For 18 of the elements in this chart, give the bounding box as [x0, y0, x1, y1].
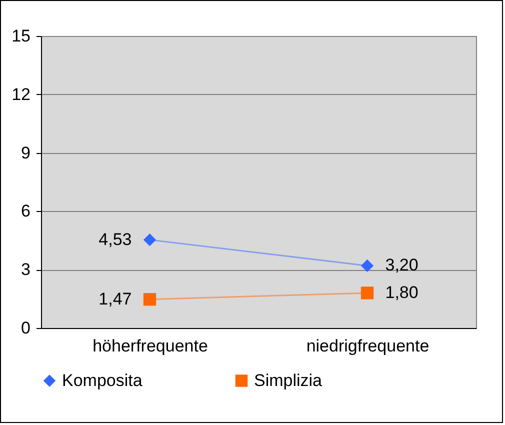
data-label: 3,20	[385, 256, 418, 275]
point	[360, 286, 374, 300]
y-tick-label: 3	[21, 260, 30, 280]
point	[143, 233, 156, 246]
legend-label: Komposita	[62, 370, 143, 390]
point	[360, 259, 374, 272]
y-tick-label: 12	[12, 84, 30, 104]
data-label: 1,47	[98, 289, 132, 308]
y-tick-label: 15	[12, 26, 30, 46]
y-tick-label: 9	[21, 143, 30, 162]
legend-label: Simplizia	[254, 370, 323, 390]
x-tick-label: höherfrequente	[92, 336, 208, 356]
y-tick-label: 6	[21, 202, 30, 221]
y-tick-label: 0	[21, 318, 30, 338]
data-label: 1,80	[385, 282, 418, 302]
data-label: 4,53	[98, 230, 132, 249]
point	[143, 293, 156, 306]
x-tick-label: niedrigfrequente	[306, 336, 430, 356]
